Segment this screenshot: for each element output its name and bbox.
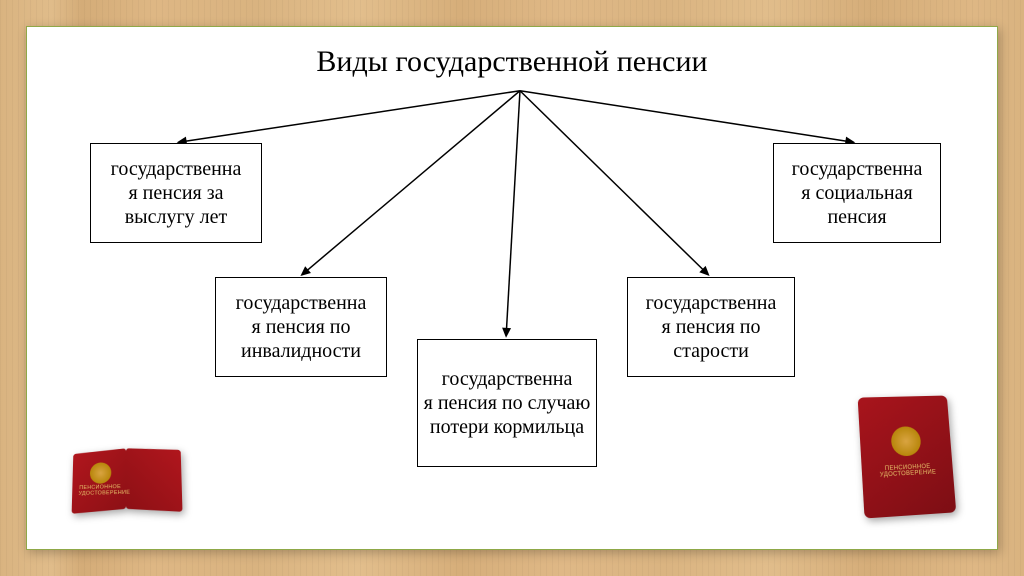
diagram-node: государственная пенсия за выслугу лет (90, 143, 262, 243)
diagram-node: государственная пенсия по случаю потери … (417, 339, 597, 467)
pension-booklet-open: ПЕНСИОННОЕУДОСТОВЕРЕНИЕ (71, 449, 181, 511)
node-label: государственная пенсия по инвалидности (220, 291, 382, 363)
node-label: государственная пенсия по случаю потери … (422, 367, 592, 439)
diagram-node: государственная пенсия по старости (627, 277, 795, 377)
slide-frame: Виды государственной пенсии ПЕНСИОННОЕУД… (26, 26, 998, 550)
node-label: государственная пенсия за выслугу лет (95, 157, 257, 229)
node-label: государственная социальная пенсия (778, 157, 936, 229)
pension-passport-closed: ПЕНСИОННОЕУДОСТОВЕРЕНИЕ (861, 395, 953, 515)
diagram-canvas: Виды государственной пенсии ПЕНСИОННОЕУД… (27, 27, 997, 549)
diagram-node: государственная пенсия по инвалидности (215, 277, 387, 377)
diagram-title: Виды государственной пенсии (27, 45, 997, 79)
node-label: государственная пенсия по старости (632, 291, 790, 363)
diagram-node: государственная социальная пенсия (773, 143, 941, 243)
